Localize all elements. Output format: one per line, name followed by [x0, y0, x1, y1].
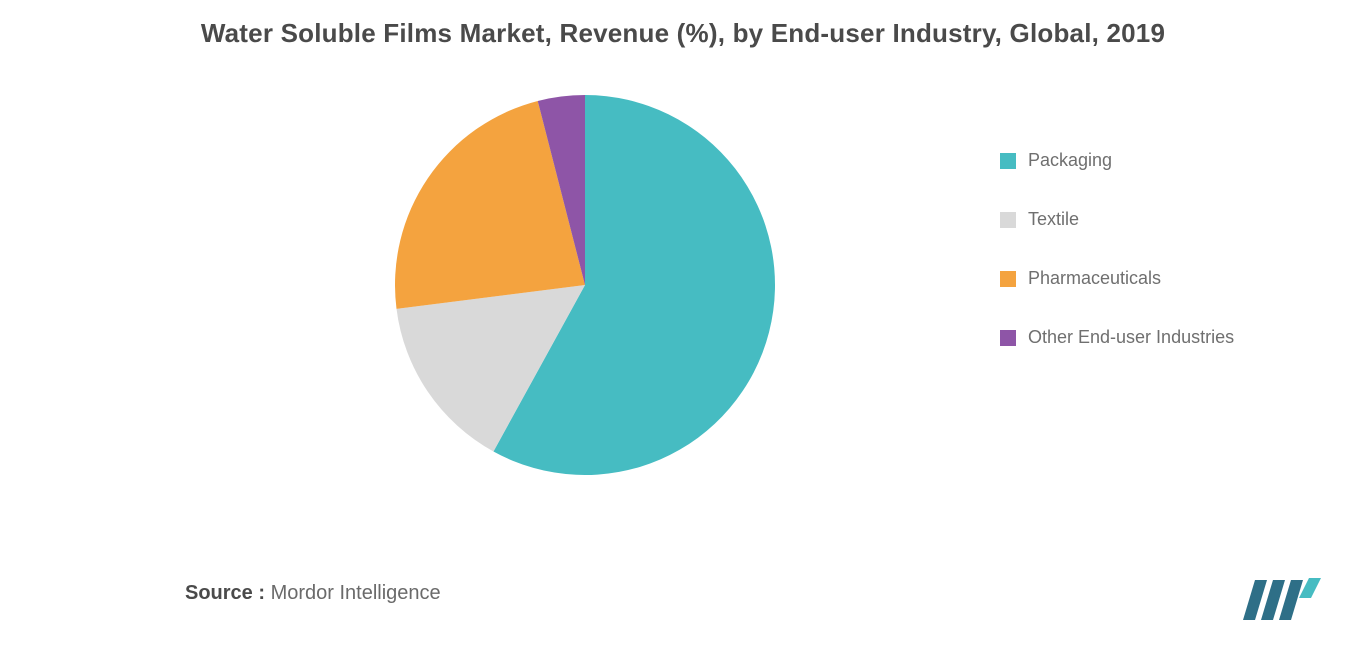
source-line: Source : Mordor Intelligence [185, 582, 441, 605]
legend-label: Other End-user Industries [1028, 327, 1234, 348]
pie-chart [395, 95, 775, 475]
legend-swatch [1000, 271, 1016, 287]
brand-logo [1243, 570, 1321, 620]
legend-swatch [1000, 153, 1016, 169]
legend-swatch [1000, 212, 1016, 228]
legend-item: Textile [1000, 209, 1234, 230]
legend-item: Pharmaceuticals [1000, 268, 1234, 289]
legend-label: Pharmaceuticals [1028, 268, 1161, 289]
chart-title: Water Soluble Films Market, Revenue (%),… [0, 18, 1366, 49]
legend-item: Other End-user Industries [1000, 327, 1234, 348]
source-value: Mordor Intelligence [271, 582, 441, 604]
legend-label: Textile [1028, 209, 1079, 230]
source-label: Source : [185, 582, 271, 604]
legend-swatch [1000, 330, 1016, 346]
legend-label: Packaging [1028, 150, 1112, 171]
legend: Packaging Textile Pharmaceuticals Other End… [1000, 150, 1234, 348]
legend-item: Packaging [1000, 150, 1234, 171]
